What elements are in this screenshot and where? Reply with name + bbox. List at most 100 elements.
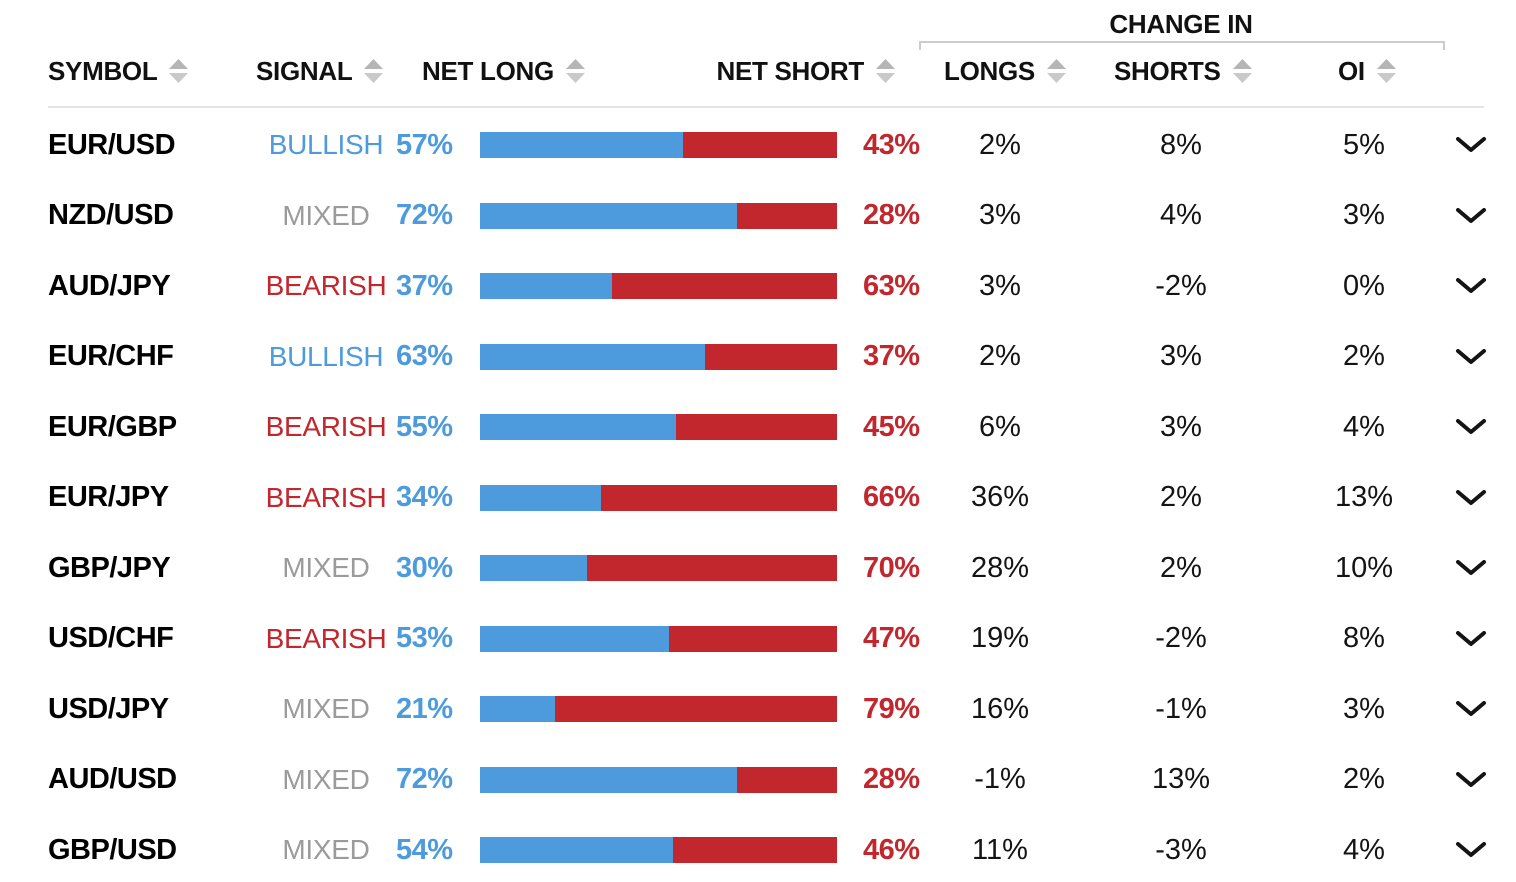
change-longs-value: 2% xyxy=(979,128,1021,161)
symbol-cell: EUR/CHF xyxy=(48,340,256,373)
signal-cell: BULLISH xyxy=(256,129,396,161)
net-short-value: 46% xyxy=(863,833,920,866)
table-row: AUD/USD MIXED 72% 28% -1% 13% 2% xyxy=(0,745,1516,816)
sort-icon[interactable] xyxy=(565,58,586,84)
signal-label: BEARISH xyxy=(265,622,387,654)
change-longs-cell: 19% xyxy=(940,622,1060,655)
chevron-down-icon[interactable] xyxy=(1455,419,1487,435)
net-short-cell: 70% xyxy=(837,552,940,585)
chevron-down-icon[interactable] xyxy=(1455,560,1487,576)
column-header-longs-label: LONGS xyxy=(944,55,1035,86)
change-longs-cell: 28% xyxy=(940,552,1060,585)
sort-icon[interactable] xyxy=(1232,58,1253,84)
net-long-value: 34% xyxy=(396,481,453,514)
long-bar-segment xyxy=(480,766,738,793)
symbol-label: AUD/JPY xyxy=(48,269,171,302)
change-shorts-cell: -2% xyxy=(1060,622,1302,655)
net-short-cell: 45% xyxy=(837,411,940,444)
net-long-cell: 57% xyxy=(396,129,453,162)
change-oi-cell: 3% xyxy=(1302,199,1426,232)
expand-row-button[interactable] xyxy=(1426,207,1516,224)
change-oi-cell: 5% xyxy=(1302,129,1426,162)
net-short-cell: 66% xyxy=(837,481,940,514)
signal-label: MIXED xyxy=(282,693,370,725)
net-short-cell: 28% xyxy=(837,199,940,232)
sort-icon[interactable] xyxy=(363,58,384,84)
chevron-down-icon[interactable] xyxy=(1455,630,1487,647)
expand-row-button[interactable] xyxy=(1426,278,1516,294)
expand-row-button[interactable] xyxy=(1426,842,1516,858)
net-short-value: 66% xyxy=(863,481,920,514)
long-short-bar xyxy=(480,273,837,300)
chevron-down-icon[interactable] xyxy=(1455,207,1487,224)
signal-label: BEARISH xyxy=(265,270,387,302)
change-shorts-cell: 4% xyxy=(1060,199,1302,232)
sentiment-bar-cell xyxy=(452,696,837,723)
expand-row-button[interactable] xyxy=(1426,630,1516,647)
column-header-symbol[interactable]: SYMBOL xyxy=(48,55,189,87)
long-short-bar xyxy=(480,343,837,370)
chevron-down-icon[interactable] xyxy=(1455,771,1487,788)
sentiment-rows: EUR/USD BULLISH 57% 43% 2% 8% 5% xyxy=(0,108,1516,882)
column-header-oi[interactable]: OI xyxy=(1338,55,1397,87)
expand-row-button[interactable] xyxy=(1426,489,1516,506)
expand-row-button[interactable] xyxy=(1426,348,1516,365)
column-header-shorts[interactable]: SHORTS xyxy=(1114,55,1253,87)
sort-icon[interactable] xyxy=(875,58,896,84)
net-long-cell: 72% xyxy=(396,763,453,796)
net-long-value: 72% xyxy=(396,199,453,232)
sort-icon[interactable] xyxy=(1376,58,1397,84)
change-shorts-value: 3% xyxy=(1160,410,1202,443)
short-bar-segment xyxy=(672,837,837,864)
change-longs-value: 19% xyxy=(970,622,1030,655)
chevron-down-icon[interactable] xyxy=(1455,701,1487,717)
change-shorts-value: 2% xyxy=(1160,481,1202,514)
chevron-down-icon[interactable] xyxy=(1455,348,1487,365)
column-header-longs[interactable]: LONGS xyxy=(944,55,1067,87)
table-row: EUR/CHF BULLISH 63% 37% 2% 3% 2% xyxy=(0,322,1516,393)
long-short-bar xyxy=(480,766,837,793)
expand-row-button[interactable] xyxy=(1426,771,1516,788)
change-longs-value: 28% xyxy=(970,551,1030,584)
change-in-bracket xyxy=(919,41,1445,50)
change-oi-cell: 4% xyxy=(1302,834,1426,867)
change-oi-value: 2% xyxy=(1343,340,1385,373)
column-header-signal-label: SIGNAL xyxy=(256,55,353,86)
expand-row-button[interactable] xyxy=(1426,419,1516,435)
signal-label: BULLISH xyxy=(268,129,384,161)
signal-label: BULLISH xyxy=(268,340,384,372)
sort-icon[interactable] xyxy=(1046,58,1067,84)
sort-icon[interactable] xyxy=(168,58,189,84)
short-bar-segment xyxy=(737,766,837,793)
net-long-cell: 21% xyxy=(396,693,453,726)
net-short-value: 45% xyxy=(863,410,920,443)
column-header-signal[interactable]: SIGNAL xyxy=(256,55,384,87)
net-short-value: 37% xyxy=(863,340,920,373)
symbol-label: EUR/CHF xyxy=(48,340,174,373)
symbol-cell: GBP/JPY xyxy=(48,552,256,585)
change-longs-value: 3% xyxy=(979,199,1021,232)
long-bar-segment xyxy=(480,202,738,229)
net-long-value: 54% xyxy=(396,833,453,866)
symbol-label: EUR/JPY xyxy=(48,481,169,514)
long-bar-segment xyxy=(480,414,677,441)
symbol-cell: NZD/USD xyxy=(48,199,256,232)
symbol-label: GBP/USD xyxy=(48,833,177,866)
change-shorts-cell: -3% xyxy=(1060,834,1302,867)
column-header-net-long[interactable]: NET LONG xyxy=(422,55,586,87)
chevron-down-icon[interactable] xyxy=(1455,842,1487,858)
change-oi-cell: 10% xyxy=(1302,552,1426,585)
expand-row-button[interactable] xyxy=(1426,560,1516,576)
expand-row-button[interactable] xyxy=(1426,701,1516,717)
chevron-down-icon[interactable] xyxy=(1455,137,1487,153)
signal-cell: BEARISH xyxy=(256,623,396,655)
net-long-value: 63% xyxy=(396,340,453,373)
table-row: GBP/JPY MIXED 30% 70% 28% 2% 10% xyxy=(0,533,1516,604)
change-shorts-value: -3% xyxy=(1155,833,1207,866)
expand-row-button[interactable] xyxy=(1426,137,1516,153)
symbol-cell: EUR/USD xyxy=(48,129,256,162)
column-header-net-short[interactable]: NET SHORT xyxy=(716,55,896,87)
chevron-down-icon[interactable] xyxy=(1455,489,1487,506)
chevron-down-icon[interactable] xyxy=(1455,278,1487,294)
